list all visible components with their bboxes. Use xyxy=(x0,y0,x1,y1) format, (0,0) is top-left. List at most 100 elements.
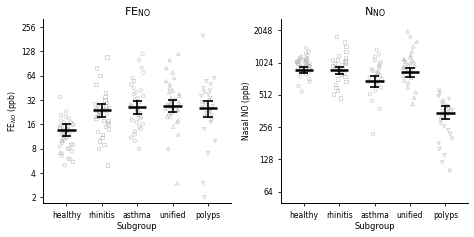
Point xyxy=(443,105,451,108)
Point xyxy=(401,58,408,62)
Point xyxy=(63,136,71,139)
Point xyxy=(438,160,446,164)
Point xyxy=(169,98,177,102)
Point xyxy=(99,136,106,139)
Point xyxy=(210,76,218,80)
Point xyxy=(207,96,214,100)
Point xyxy=(128,136,135,139)
Point xyxy=(332,83,339,87)
Point xyxy=(57,118,64,122)
Point xyxy=(330,92,337,96)
Point xyxy=(296,56,304,59)
Point xyxy=(199,181,207,185)
Point xyxy=(168,105,175,109)
Point xyxy=(374,71,381,75)
Point xyxy=(301,69,308,73)
Point xyxy=(203,79,210,83)
Point xyxy=(372,89,379,93)
Point xyxy=(130,86,137,90)
Point xyxy=(301,61,309,65)
Point xyxy=(56,124,64,128)
Point xyxy=(303,53,311,57)
Point xyxy=(95,139,103,143)
Point xyxy=(164,103,171,107)
Point xyxy=(408,67,415,71)
Point xyxy=(101,95,109,99)
Point xyxy=(59,141,66,145)
Point xyxy=(97,113,104,117)
Point xyxy=(329,64,337,68)
Point xyxy=(445,128,452,132)
Point xyxy=(128,76,136,80)
Point xyxy=(369,132,377,136)
Point xyxy=(293,59,301,63)
Point xyxy=(328,57,336,61)
Point xyxy=(56,145,64,149)
Point xyxy=(134,113,142,117)
Point xyxy=(91,115,99,118)
Point xyxy=(334,89,341,93)
Point xyxy=(164,147,172,150)
Point xyxy=(169,71,176,75)
Point xyxy=(295,59,303,63)
Point xyxy=(56,95,64,99)
Point xyxy=(65,147,73,150)
Point xyxy=(199,105,206,109)
Point xyxy=(58,151,65,155)
Point xyxy=(407,76,415,80)
Point xyxy=(336,70,343,74)
Point xyxy=(134,108,141,112)
Point xyxy=(448,108,456,112)
Point xyxy=(337,96,344,100)
Point xyxy=(174,108,182,112)
Point xyxy=(334,77,342,81)
Point xyxy=(69,123,77,126)
Point xyxy=(62,136,69,139)
Point xyxy=(436,147,443,151)
Point xyxy=(206,98,213,102)
Point xyxy=(301,70,309,74)
Point xyxy=(139,123,146,126)
Point xyxy=(130,79,138,83)
Point xyxy=(446,169,454,173)
Point xyxy=(60,134,67,138)
Point xyxy=(60,137,67,141)
Point xyxy=(378,77,385,81)
Point xyxy=(372,81,379,85)
Point xyxy=(401,62,409,66)
Point xyxy=(104,163,111,167)
Point xyxy=(62,115,69,118)
Point xyxy=(376,107,383,111)
Point xyxy=(306,61,313,65)
Point xyxy=(175,94,183,98)
Point xyxy=(135,147,143,150)
Point xyxy=(206,89,214,92)
Point xyxy=(211,139,219,143)
Point xyxy=(169,105,177,109)
Point xyxy=(208,118,216,122)
Point xyxy=(95,111,102,115)
Point xyxy=(104,118,112,122)
Point xyxy=(102,90,109,94)
Point xyxy=(174,132,182,136)
Point xyxy=(404,30,411,33)
Point xyxy=(342,80,350,84)
Point xyxy=(306,80,314,84)
Point xyxy=(95,147,102,150)
Point xyxy=(60,131,67,135)
X-axis label: Subgroup: Subgroup xyxy=(355,223,395,232)
Point xyxy=(342,45,350,48)
Point xyxy=(305,50,312,54)
Point xyxy=(402,60,410,64)
Point xyxy=(333,35,340,38)
Point xyxy=(64,132,72,136)
Point xyxy=(400,65,407,69)
Point xyxy=(64,125,72,128)
Point xyxy=(127,103,135,107)
Point xyxy=(131,98,138,102)
Point xyxy=(374,83,381,87)
Point xyxy=(139,94,147,98)
Point xyxy=(438,116,446,119)
Point xyxy=(332,86,340,89)
Point xyxy=(335,53,342,57)
